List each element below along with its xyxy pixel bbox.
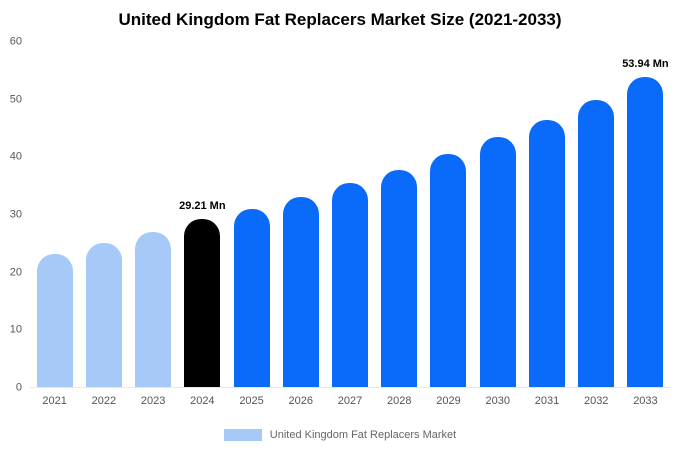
bar [627,76,664,387]
bar-slot: 2027 [325,42,374,407]
x-tick-label: 2028 [387,395,412,407]
y-tick-label: 60 [9,35,22,48]
x-tick-label: 2022 [91,395,117,407]
bar-slot: 2031 [522,42,571,407]
x-tick-label: 2026 [288,395,314,407]
y-axis: 0 10 20 30 40 50 60 [0,36,26,393]
bar-slot: 2023 [128,42,177,407]
y-tick-label: 0 [15,381,22,394]
legend: United Kingdom Fat Replacers Market [0,429,680,441]
y-tick-label: 30 [9,208,22,221]
bar [381,169,418,387]
bar [184,219,221,387]
plot-area: 2021 2022 2023 29.21 Mn 2024 2025 2026 2027 2028… [30,42,670,407]
bar-slot: 2030 [473,42,522,407]
bar [332,183,369,387]
y-tick-label: 20 [9,266,22,279]
bar [282,197,319,387]
bar-slot: 2021 [30,42,79,407]
legend-swatch [223,429,262,441]
x-tick-label: 2023 [140,395,166,407]
bar [430,153,467,387]
bar [135,232,172,387]
bar [85,242,122,387]
x-tick-label: 2025 [239,395,264,407]
y-tick-label: 40 [9,150,22,163]
bar [36,253,73,387]
x-tick-label: 2024 [190,395,215,407]
legend-label: United Kingdom Fat Replacers Market [269,429,457,441]
bar-slot: 2032 [572,42,621,407]
bar [528,119,565,387]
bar-slot: 2025 [227,42,276,407]
bar [578,99,615,387]
bar-slot: 29.21 Mn 2024 [178,42,227,407]
bar-value-label: 53.94 Mn [622,57,669,70]
bar-slot: 2022 [79,42,128,407]
x-tick-label: 2029 [436,395,461,407]
bar-value-label: 29.21 Mn [179,200,226,213]
bar-slot: 2026 [276,42,325,407]
x-tick-label: 2031 [534,395,560,407]
x-tick-label: 2030 [485,395,510,407]
bar-slots: 2021 2022 2023 29.21 Mn 2024 2025 2026 2027 2028… [30,42,670,407]
x-tick-label: 2021 [42,395,67,407]
chart-title: United Kingdom Fat Replacers Market Size… [118,10,562,29]
x-tick-label: 2033 [633,395,658,407]
bar-slot: 2028 [375,42,424,407]
bar [479,136,516,387]
bar [233,208,270,387]
x-tick-label: 2032 [583,395,609,407]
x-tick-label: 2027 [337,395,363,407]
bar-slot: 53.94 Mn 2033 [621,42,670,407]
y-tick-label: 50 [9,93,22,106]
y-tick-label: 10 [9,323,22,336]
bar-slot: 2029 [424,42,473,407]
